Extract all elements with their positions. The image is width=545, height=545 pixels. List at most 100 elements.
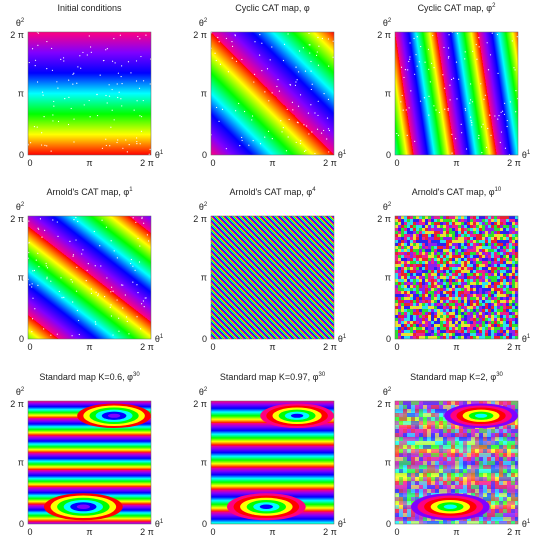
- speckle: [52, 219, 54, 221]
- noise: [497, 225, 500, 228]
- noise: [403, 477, 407, 481]
- noise: [458, 336, 461, 339]
- noise: [509, 330, 512, 333]
- tick-label: π: [18, 89, 24, 99]
- noise: [495, 437, 499, 441]
- noise: [506, 300, 509, 303]
- noise: [467, 288, 470, 291]
- noise: [428, 225, 431, 228]
- noise: [458, 225, 461, 228]
- noise: [434, 279, 437, 282]
- noise: [422, 216, 425, 219]
- noise: [476, 264, 479, 267]
- noise: [461, 306, 464, 309]
- noise: [511, 425, 515, 429]
- noise: [443, 270, 446, 273]
- speckle: [58, 290, 60, 293]
- noise: [515, 282, 518, 285]
- noise: [464, 309, 467, 312]
- noise: [401, 252, 404, 255]
- noise: [458, 303, 461, 306]
- speckle: [326, 117, 329, 119]
- noise: [509, 282, 512, 285]
- noise: [407, 413, 411, 417]
- noise: [443, 240, 446, 243]
- noise: [476, 261, 479, 264]
- noise: [398, 243, 401, 246]
- noise: [439, 473, 443, 477]
- noise: [416, 297, 419, 300]
- noise: [422, 285, 425, 288]
- speckle: [60, 58, 62, 61]
- noise: [431, 421, 435, 425]
- noise: [500, 216, 503, 219]
- noise: [515, 297, 518, 300]
- noise: [410, 273, 413, 276]
- noise: [398, 267, 401, 270]
- noise: [413, 225, 416, 228]
- noise: [491, 437, 495, 441]
- noise: [497, 294, 500, 297]
- speckle: [111, 88, 113, 91]
- noise: [503, 270, 506, 273]
- noise: [435, 481, 439, 485]
- noise: [407, 243, 410, 246]
- noise: [476, 312, 479, 315]
- tick-label: π: [86, 158, 92, 168]
- noise: [467, 282, 470, 285]
- speckle: [76, 82, 78, 84]
- noise: [491, 297, 494, 300]
- noise: [410, 333, 413, 336]
- noise: [495, 465, 499, 469]
- noise: [403, 489, 407, 493]
- noise: [415, 417, 419, 421]
- noise: [395, 477, 399, 481]
- noise: [446, 309, 449, 312]
- noise: [473, 219, 476, 222]
- noise: [512, 288, 515, 291]
- speckle: [29, 142, 32, 144]
- noise: [497, 255, 500, 258]
- noise: [422, 234, 425, 237]
- noise: [425, 225, 428, 228]
- noise: [401, 264, 404, 267]
- noise: [419, 219, 422, 222]
- noise: [403, 473, 407, 477]
- noise: [461, 264, 464, 267]
- noise: [491, 453, 495, 457]
- noise: [428, 318, 431, 321]
- noise: [411, 409, 415, 413]
- noise: [410, 306, 413, 309]
- noise: [413, 219, 416, 222]
- noise: [415, 517, 419, 521]
- noise: [511, 421, 515, 425]
- noise: [401, 228, 404, 231]
- speckle: [289, 83, 291, 86]
- noise: [470, 222, 473, 225]
- noise: [487, 485, 491, 489]
- noise: [515, 445, 518, 449]
- noise: [428, 237, 431, 240]
- noise: [464, 321, 467, 324]
- noise: [410, 294, 413, 297]
- noise: [470, 315, 473, 318]
- noise: [515, 267, 518, 270]
- noise: [401, 222, 404, 225]
- noise: [449, 297, 452, 300]
- noise: [479, 243, 482, 246]
- noise: [463, 445, 467, 449]
- noise: [479, 453, 483, 457]
- speckle: [139, 328, 142, 330]
- noise: [467, 433, 471, 437]
- speckle: [516, 97, 518, 100]
- noise: [494, 228, 497, 231]
- speckle: [317, 114, 319, 117]
- noise: [473, 336, 476, 339]
- noise: [401, 270, 404, 273]
- noise: [455, 437, 459, 441]
- noise: [495, 425, 499, 429]
- noise: [431, 231, 434, 234]
- noise: [427, 433, 431, 437]
- noise: [395, 255, 398, 258]
- noise: [431, 273, 434, 276]
